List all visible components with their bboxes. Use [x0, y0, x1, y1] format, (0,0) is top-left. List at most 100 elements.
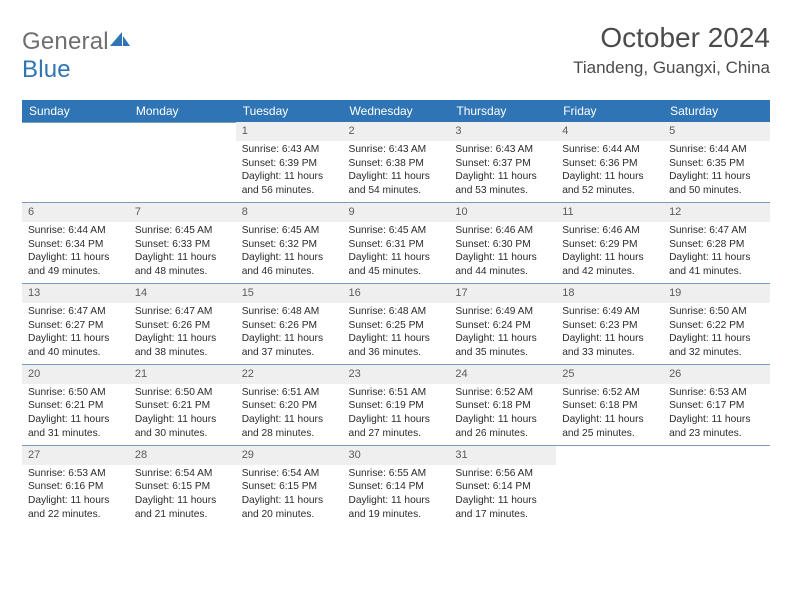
sunrise-line: Sunrise: 6:50 AM: [28, 387, 106, 398]
calendar-page: GeneralBlue October 2024 Tiandeng, Guang…: [0, 0, 792, 612]
sunrise-line: Sunrise: 6:43 AM: [455, 144, 533, 155]
day-details: Sunrise: 6:49 AMSunset: 6:23 PMDaylight:…: [556, 303, 663, 364]
day-number: 14: [129, 283, 236, 303]
day-details: Sunrise: 6:54 AMSunset: 6:15 PMDaylight:…: [236, 465, 343, 526]
calendar-day-cell: 30Sunrise: 6:55 AMSunset: 6:14 PMDayligh…: [343, 445, 450, 526]
weekday-header: Saturday: [663, 100, 770, 122]
brand-word-blue: Blue: [22, 56, 71, 83]
sunrise-line: Sunrise: 6:55 AM: [349, 468, 427, 479]
calendar-day-cell: 24Sunrise: 6:52 AMSunset: 6:18 PMDayligh…: [449, 364, 556, 445]
day-details: Sunrise: 6:51 AMSunset: 6:19 PMDaylight:…: [343, 384, 450, 445]
day-number: 3: [449, 122, 556, 141]
day-number: 4: [556, 122, 663, 141]
weekday-header: Sunday: [22, 100, 129, 122]
calendar-day-cell: 19Sunrise: 6:50 AMSunset: 6:22 PMDayligh…: [663, 283, 770, 364]
calendar-day-cell: 4Sunrise: 6:44 AMSunset: 6:36 PMDaylight…: [556, 122, 663, 202]
sunset-line: Sunset: 6:21 PM: [135, 400, 210, 411]
calendar-day-cell: 12Sunrise: 6:47 AMSunset: 6:28 PMDayligh…: [663, 202, 770, 283]
daylight-line: Daylight: 11 hours and 56 minutes.: [242, 171, 323, 196]
daylight-line: Daylight: 11 hours and 21 minutes.: [135, 495, 216, 520]
calendar-day-cell: 10Sunrise: 6:46 AMSunset: 6:30 PMDayligh…: [449, 202, 556, 283]
page-header: GeneralBlue October 2024 Tiandeng, Guang…: [22, 22, 770, 84]
sunrise-line: Sunrise: 6:49 AM: [562, 306, 640, 317]
calendar-day-cell: 21Sunrise: 6:50 AMSunset: 6:21 PMDayligh…: [129, 364, 236, 445]
day-details: Sunrise: 6:44 AMSunset: 6:35 PMDaylight:…: [663, 141, 770, 202]
sunset-line: Sunset: 6:18 PM: [562, 400, 637, 411]
day-details: Sunrise: 6:54 AMSunset: 6:15 PMDaylight:…: [129, 465, 236, 526]
calendar-day-cell: 22Sunrise: 6:51 AMSunset: 6:20 PMDayligh…: [236, 364, 343, 445]
day-number: 10: [449, 202, 556, 222]
calendar-day-cell: [22, 122, 129, 202]
day-number-empty: [556, 445, 663, 465]
weekday-row: Sunday Monday Tuesday Wednesday Thursday…: [22, 100, 770, 122]
sunset-line: Sunset: 6:37 PM: [455, 158, 530, 169]
calendar-day-cell: 1Sunrise: 6:43 AMSunset: 6:39 PMDaylight…: [236, 122, 343, 202]
calendar-day-cell: 9Sunrise: 6:45 AMSunset: 6:31 PMDaylight…: [343, 202, 450, 283]
daylight-line: Daylight: 11 hours and 35 minutes.: [455, 333, 536, 358]
day-number: 26: [663, 364, 770, 384]
sunset-line: Sunset: 6:23 PM: [562, 320, 637, 331]
daylight-line: Daylight: 11 hours and 50 minutes.: [669, 171, 750, 196]
calendar-body: 1Sunrise: 6:43 AMSunset: 6:39 PMDaylight…: [22, 122, 770, 526]
day-details: Sunrise: 6:44 AMSunset: 6:34 PMDaylight:…: [22, 222, 129, 283]
weekday-header: Tuesday: [236, 100, 343, 122]
brand-word-general: General: [22, 28, 109, 55]
day-details: Sunrise: 6:46 AMSunset: 6:29 PMDaylight:…: [556, 222, 663, 283]
daylight-line: Daylight: 11 hours and 26 minutes.: [455, 414, 536, 439]
day-details: Sunrise: 6:47 AMSunset: 6:28 PMDaylight:…: [663, 222, 770, 283]
calendar-day-cell: 26Sunrise: 6:53 AMSunset: 6:17 PMDayligh…: [663, 364, 770, 445]
day-details: Sunrise: 6:45 AMSunset: 6:33 PMDaylight:…: [129, 222, 236, 283]
calendar-week-row: 13Sunrise: 6:47 AMSunset: 6:27 PMDayligh…: [22, 283, 770, 364]
day-number: 11: [556, 202, 663, 222]
day-details: Sunrise: 6:53 AMSunset: 6:17 PMDaylight:…: [663, 384, 770, 445]
calendar-table: Sunday Monday Tuesday Wednesday Thursday…: [22, 100, 770, 526]
sunrise-line: Sunrise: 6:53 AM: [28, 468, 106, 479]
daylight-line: Daylight: 11 hours and 42 minutes.: [562, 252, 643, 277]
daylight-line: Daylight: 11 hours and 19 minutes.: [349, 495, 430, 520]
daylight-line: Daylight: 11 hours and 46 minutes.: [242, 252, 323, 277]
calendar-day-cell: 8Sunrise: 6:45 AMSunset: 6:32 PMDaylight…: [236, 202, 343, 283]
calendar-day-cell: 16Sunrise: 6:48 AMSunset: 6:25 PMDayligh…: [343, 283, 450, 364]
day-details: Sunrise: 6:46 AMSunset: 6:30 PMDaylight:…: [449, 222, 556, 283]
day-number: 15: [236, 283, 343, 303]
calendar-week-row: 1Sunrise: 6:43 AMSunset: 6:39 PMDaylight…: [22, 122, 770, 202]
sunrise-line: Sunrise: 6:48 AM: [349, 306, 427, 317]
day-details: Sunrise: 6:48 AMSunset: 6:25 PMDaylight:…: [343, 303, 450, 364]
month-title: October 2024: [573, 22, 770, 54]
sunrise-line: Sunrise: 6:46 AM: [455, 225, 533, 236]
sunrise-line: Sunrise: 6:49 AM: [455, 306, 533, 317]
sunset-line: Sunset: 6:24 PM: [455, 320, 530, 331]
brand-logo-text: GeneralBlue: [22, 26, 130, 84]
sunset-line: Sunset: 6:28 PM: [669, 239, 744, 250]
sunrise-line: Sunrise: 6:48 AM: [242, 306, 320, 317]
day-number: 30: [343, 445, 450, 465]
sunrise-line: Sunrise: 6:51 AM: [349, 387, 427, 398]
day-number: 28: [129, 445, 236, 465]
day-number: 23: [343, 364, 450, 384]
sunrise-line: Sunrise: 6:54 AM: [135, 468, 213, 479]
weekday-header: Friday: [556, 100, 663, 122]
title-block: October 2024 Tiandeng, Guangxi, China: [573, 22, 770, 78]
day-details: Sunrise: 6:47 AMSunset: 6:27 PMDaylight:…: [22, 303, 129, 364]
daylight-line: Daylight: 11 hours and 49 minutes.: [28, 252, 109, 277]
day-details: Sunrise: 6:44 AMSunset: 6:36 PMDaylight:…: [556, 141, 663, 202]
daylight-line: Daylight: 11 hours and 22 minutes.: [28, 495, 109, 520]
sunrise-line: Sunrise: 6:50 AM: [135, 387, 213, 398]
sunrise-line: Sunrise: 6:54 AM: [242, 468, 320, 479]
sail-icon: [110, 26, 130, 54]
sunrise-line: Sunrise: 6:47 AM: [28, 306, 106, 317]
brand-logo: GeneralBlue: [22, 26, 130, 84]
sunrise-line: Sunrise: 6:44 AM: [28, 225, 106, 236]
weekday-header: Thursday: [449, 100, 556, 122]
calendar-day-cell: 28Sunrise: 6:54 AMSunset: 6:15 PMDayligh…: [129, 445, 236, 526]
day-number: 17: [449, 283, 556, 303]
sunrise-line: Sunrise: 6:45 AM: [242, 225, 320, 236]
calendar-day-cell: 31Sunrise: 6:56 AMSunset: 6:14 PMDayligh…: [449, 445, 556, 526]
weekday-header: Monday: [129, 100, 236, 122]
sunset-line: Sunset: 6:26 PM: [242, 320, 317, 331]
sunset-line: Sunset: 6:18 PM: [455, 400, 530, 411]
daylight-line: Daylight: 11 hours and 32 minutes.: [669, 333, 750, 358]
sunrise-line: Sunrise: 6:50 AM: [669, 306, 747, 317]
daylight-line: Daylight: 11 hours and 38 minutes.: [135, 333, 216, 358]
daylight-line: Daylight: 11 hours and 17 minutes.: [455, 495, 536, 520]
